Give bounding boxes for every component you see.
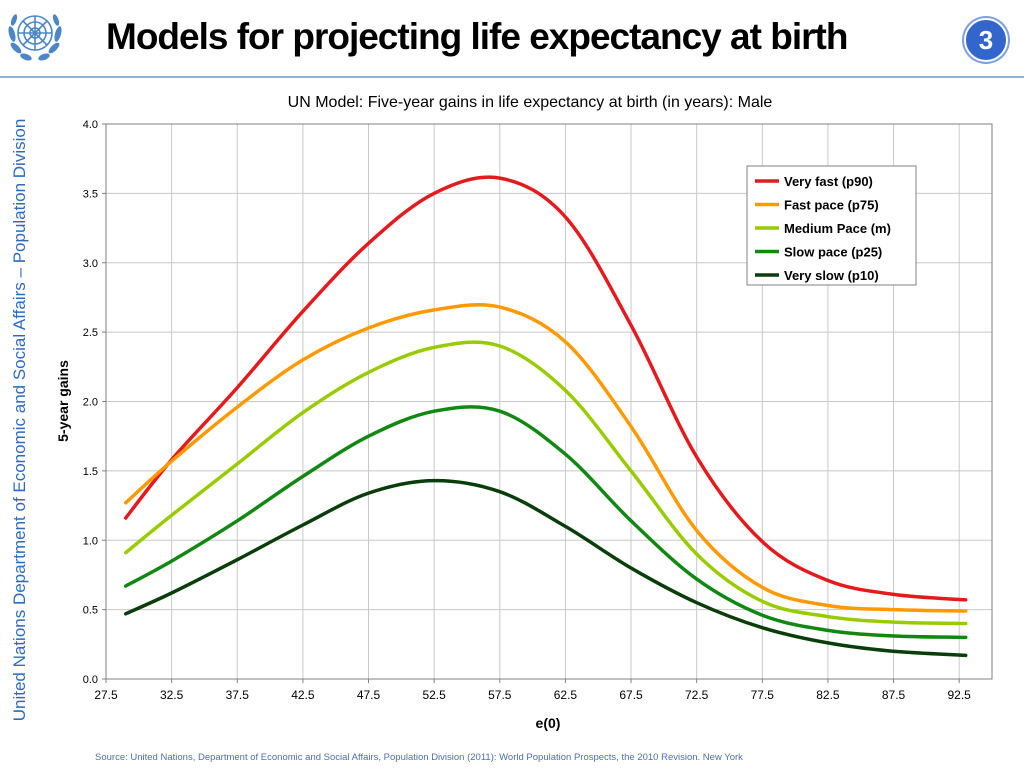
x-tick-label: 62.5 — [554, 688, 578, 702]
x-tick-label: 37.5 — [226, 688, 250, 702]
y-tick-label: 1.0 — [83, 535, 98, 547]
x-tick-label: 77.5 — [751, 688, 775, 702]
y-tick-label: 2.0 — [83, 397, 98, 409]
legend-label: Fast pace (p75) — [784, 198, 879, 213]
un-emblem-logo — [8, 14, 62, 61]
x-tick-label: 27.5 — [94, 688, 118, 702]
chart-legend: Very fast (p90) Fast pace (p75) Medium Pac… — [746, 165, 917, 286]
legend-label: Very fast (p90) — [784, 174, 873, 189]
series-line-4 — [123, 405, 968, 640]
x-tick-label: 52.5 — [422, 688, 446, 702]
source-citation: Source: United Nations, Department of Ec… — [95, 752, 743, 763]
title-divider — [0, 76, 1024, 78]
legend-label: Medium Pace (m) — [784, 221, 891, 236]
y-axis-label: 5-year gains — [55, 360, 71, 442]
legend-label: Slow pace (p25) — [784, 245, 882, 260]
x-tick-label: 92.5 — [948, 688, 972, 702]
series-line-5 — [123, 478, 968, 658]
y-tick-label: 1.5 — [83, 466, 98, 478]
x-tick-label: 47.5 — [357, 688, 381, 702]
y-tick-label: 4.0 — [83, 119, 98, 131]
x-tick-label: 57.5 — [488, 688, 512, 702]
chart-title: UN Model: Five-year gains in life expect… — [288, 94, 773, 111]
series-line-3 — [123, 340, 968, 626]
x-axis-label: e(0) — [536, 715, 561, 731]
chart-series — [123, 175, 968, 658]
series-line-2 — [123, 302, 968, 613]
x-tick-label: 72.5 — [685, 688, 709, 702]
y-tick-label: 0.5 — [83, 605, 98, 617]
x-tick-label: 42.5 — [291, 688, 315, 702]
x-axis-ticks: 27.5 32.5 37.5 42.5 47.5 52.5 57.5 62.5 67.5 72.5… — [94, 679, 971, 702]
series-line-1 — [123, 175, 968, 602]
slide-number-badge: 3 — [964, 18, 1008, 62]
x-tick-label: 67.5 — [619, 688, 643, 702]
y-axis-ticks: 0.0 0.5 1.0 1.5 2.0 2.5 3.0 3.5 4.0 — [83, 119, 106, 686]
x-tick-label: 87.5 — [882, 688, 906, 702]
x-tick-label: 32.5 — [160, 688, 184, 702]
y-tick-label: 2.5 — [83, 327, 98, 339]
legend-box — [746, 165, 917, 286]
legend-label: Very slow (p10) — [784, 268, 879, 283]
y-tick-label: 0.0 — [83, 674, 98, 686]
page-title: Models for projecting life expectancy at… — [106, 16, 848, 57]
y-tick-label: 3.0 — [83, 258, 98, 270]
x-tick-label: 82.5 — [816, 688, 840, 702]
y-tick-label: 3.5 — [83, 188, 98, 200]
